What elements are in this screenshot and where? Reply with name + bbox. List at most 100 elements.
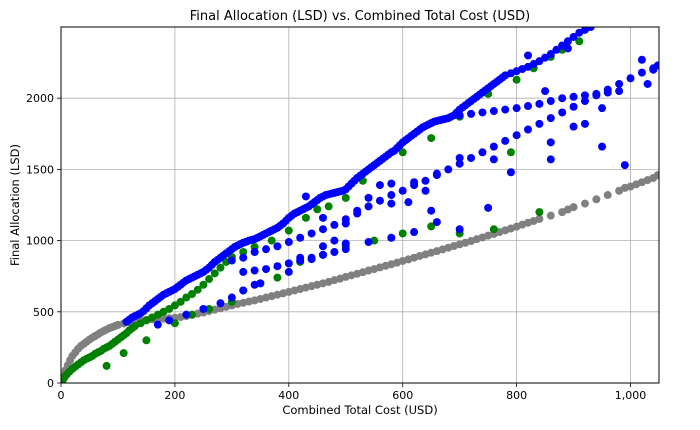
- data-point: [524, 125, 533, 134]
- data-point: [598, 104, 607, 113]
- axis-ticks: 0 200 400 600 800 1,000 0 500 1000 1500 2000: [26, 92, 646, 402]
- data-point: [489, 225, 498, 234]
- data-point: [398, 186, 407, 195]
- data-point: [273, 262, 282, 271]
- data-point: [153, 320, 162, 329]
- data-point: [546, 97, 555, 106]
- data-point: [643, 79, 652, 88]
- data-point: [506, 168, 515, 177]
- data-point: [296, 233, 305, 242]
- data-point: [569, 122, 578, 131]
- data-point: [205, 275, 214, 284]
- data-point: [193, 285, 202, 294]
- data-point: [535, 214, 544, 223]
- data-point: [318, 242, 327, 251]
- y-tick-label: 1500: [26, 163, 54, 176]
- data-point: [649, 65, 658, 74]
- data-point: [330, 247, 339, 256]
- data-point: [586, 27, 595, 31]
- data-point: [524, 102, 533, 111]
- data-point: [653, 171, 659, 180]
- data-point: [330, 236, 339, 245]
- data-point: [307, 229, 316, 238]
- data-point: [455, 111, 464, 120]
- data-point: [535, 208, 544, 217]
- data-point: [301, 213, 310, 222]
- data-point: [484, 203, 493, 212]
- data-point: [421, 176, 430, 185]
- data-point: [580, 119, 589, 128]
- data-point: [558, 94, 567, 103]
- data-point: [478, 108, 487, 117]
- data-point: [455, 154, 464, 163]
- data-point: [324, 202, 333, 211]
- data-point: [489, 155, 498, 164]
- data-point: [387, 233, 396, 242]
- data-point: [165, 304, 174, 313]
- data-point: [239, 247, 248, 256]
- data-point: [227, 256, 236, 265]
- data-point: [455, 225, 464, 234]
- data-point: [142, 336, 151, 345]
- data-point: [626, 74, 635, 83]
- data-point: [546, 50, 555, 59]
- data-point: [387, 199, 396, 208]
- x-tick-label: 600: [392, 389, 413, 402]
- data-point: [410, 178, 419, 187]
- data-point: [569, 32, 578, 41]
- data-point: [569, 102, 578, 111]
- data-point: [444, 165, 453, 174]
- data-point: [375, 181, 384, 190]
- data-point: [455, 159, 464, 168]
- data-point: [216, 299, 225, 308]
- data-point: [205, 304, 214, 313]
- data-point: [353, 206, 362, 215]
- data-point: [267, 236, 276, 245]
- data-point: [432, 169, 441, 178]
- data-point: [227, 293, 236, 302]
- x-tick-label: 800: [506, 389, 527, 402]
- data-point: [541, 87, 550, 96]
- data-point: [427, 222, 436, 231]
- data-point: [603, 88, 612, 97]
- data-point: [569, 92, 578, 101]
- data-point: [404, 198, 413, 207]
- data-point: [387, 191, 396, 200]
- data-point: [296, 253, 305, 262]
- plot-frame: [60, 26, 660, 384]
- data-point: [580, 27, 589, 34]
- data-point: [398, 148, 407, 157]
- data-point: [341, 193, 350, 202]
- data-point: [318, 213, 327, 222]
- data-point: [546, 114, 555, 123]
- data-point: [535, 119, 544, 128]
- y-tick-label: 1000: [26, 235, 54, 248]
- data-point: [199, 304, 208, 313]
- data-point: [489, 107, 498, 116]
- data-point: [170, 301, 179, 310]
- data-point: [210, 269, 219, 278]
- data-point: [284, 226, 293, 235]
- data-point: [182, 310, 191, 319]
- data-point: [187, 290, 196, 298]
- data-point: [284, 238, 293, 247]
- data-point: [598, 142, 607, 151]
- data-point: [501, 105, 510, 114]
- data-point: [284, 259, 293, 268]
- data-point: [546, 211, 555, 220]
- data-point: [102, 361, 111, 370]
- data-point: [552, 45, 561, 54]
- data-point: [580, 91, 589, 100]
- data-point: [387, 179, 396, 188]
- data-point: [239, 267, 248, 276]
- y-tick-label: 2000: [26, 92, 54, 105]
- data-point: [467, 109, 476, 118]
- data-point: [364, 238, 373, 247]
- data-point: [375, 196, 384, 205]
- data-point: [569, 203, 578, 212]
- data-point: [364, 193, 373, 202]
- data-point: [563, 37, 572, 46]
- data-point: [615, 79, 624, 88]
